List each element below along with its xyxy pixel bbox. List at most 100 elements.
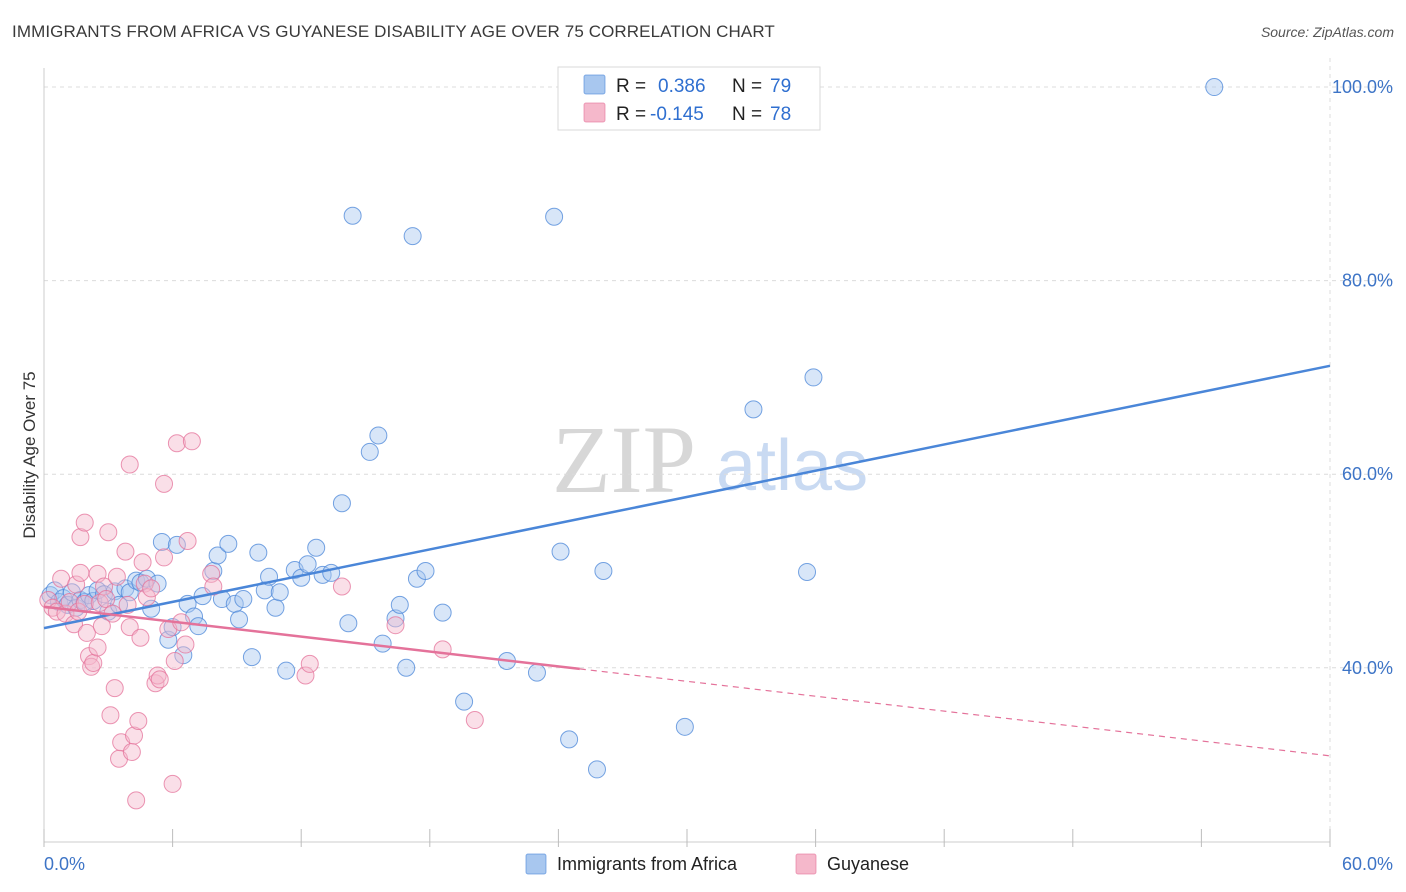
point-guyanese	[155, 548, 174, 567]
point-guyanese	[84, 653, 103, 672]
point-guyanese	[71, 563, 90, 582]
point-africa	[307, 538, 326, 557]
point-africa	[397, 658, 416, 677]
trend-line-guyanese-extension	[579, 668, 1331, 757]
point-africa	[386, 609, 405, 628]
y-axis-label: Disability Age Over 75	[20, 371, 39, 538]
watermark-atlas: atlas	[716, 426, 868, 506]
point-africa	[242, 648, 261, 667]
trend-line-guyanese	[43, 605, 580, 671]
point-guyanese	[176, 635, 195, 654]
point-africa	[360, 442, 379, 461]
point-guyanese	[101, 706, 120, 725]
data-points	[39, 78, 1224, 810]
point-guyanese	[182, 432, 201, 451]
point-africa	[95, 585, 114, 604]
y-tick-label: 60.0%	[1342, 464, 1393, 484]
y-tick-label: 100.0%	[1332, 77, 1393, 97]
x-tick-label: 0.0%	[44, 854, 85, 874]
point-africa	[560, 730, 579, 749]
point-guyanese	[133, 553, 152, 572]
point-africa	[390, 595, 409, 614]
point-africa	[332, 494, 351, 513]
point-africa	[152, 532, 171, 551]
legend-label-guyanese: Guyanese	[827, 854, 909, 874]
point-africa	[804, 368, 823, 387]
point-africa	[594, 561, 613, 580]
bottom-legend: Immigrants from Africa Guyanese	[525, 853, 909, 875]
point-guyanese	[125, 726, 144, 745]
point-africa	[587, 760, 606, 779]
y-tick-label: 80.0%	[1342, 271, 1393, 291]
x-tick-label: 60.0%	[1342, 854, 1393, 874]
point-guyanese	[332, 577, 351, 596]
point-guyanese	[99, 523, 118, 542]
chart-title: IMMIGRANTS FROM AFRICA VS GUYANESE DISAB…	[12, 22, 775, 41]
point-africa	[298, 555, 317, 574]
point-africa	[230, 610, 249, 629]
stats-legend-r-value: -0.145	[650, 104, 704, 125]
point-africa	[545, 207, 564, 226]
point-guyanese	[71, 528, 90, 547]
point-africa	[527, 663, 546, 682]
point-africa	[373, 634, 392, 653]
axes	[43, 68, 1331, 847]
point-africa	[403, 227, 422, 246]
point-guyanese	[150, 670, 169, 689]
y-tick-label: 40.0%	[1342, 658, 1393, 678]
point-guyanese	[465, 711, 484, 730]
point-guyanese	[433, 640, 452, 659]
point-guyanese	[167, 434, 186, 453]
point-africa	[433, 603, 452, 622]
legend-swatch-guyanese	[795, 853, 817, 875]
point-guyanese	[120, 618, 139, 637]
trend-line-africa	[43, 364, 1331, 630]
point-africa	[675, 717, 694, 736]
point-africa	[270, 583, 289, 602]
point-guyanese	[75, 513, 94, 532]
point-africa	[219, 534, 238, 553]
stats-legend-n-label: N =	[732, 104, 762, 125]
stats-legend: R = 0.386 N = 79 R = -0.145 N = 78	[557, 66, 821, 131]
point-guyanese	[105, 679, 124, 698]
point-guyanese	[178, 531, 197, 550]
stats-legend-r-label: R =	[616, 104, 646, 125]
point-guyanese	[122, 742, 141, 761]
watermark-zip: ZIP	[552, 406, 696, 513]
point-africa	[798, 562, 817, 581]
chart-source: Source: ZipAtlas.com	[1260, 24, 1394, 40]
point-guyanese	[127, 791, 146, 810]
point-guyanese	[52, 569, 71, 588]
point-africa	[339, 614, 358, 633]
stats-legend-swatch-guyanese	[583, 102, 606, 123]
point-guyanese	[129, 712, 148, 731]
stats-legend-swatch-africa	[583, 74, 606, 95]
point-guyanese	[88, 638, 107, 657]
stats-legend-r-label: R =	[616, 76, 646, 97]
point-africa	[249, 543, 268, 562]
point-africa	[234, 590, 253, 609]
point-guyanese	[163, 774, 182, 793]
point-guyanese	[131, 628, 150, 647]
stats-legend-n-value: 79	[770, 76, 791, 97]
point-guyanese	[142, 579, 161, 598]
point-guyanese	[116, 542, 135, 561]
point-africa	[343, 206, 362, 225]
point-africa	[551, 542, 570, 561]
point-africa	[455, 692, 474, 711]
point-africa	[277, 661, 296, 680]
point-guyanese	[204, 577, 223, 596]
tick-labels: 40.0% 60.0% 80.0% 100.0% 0.0% 60.0%	[44, 77, 1393, 874]
point-guyanese	[67, 575, 86, 594]
trend-lines	[43, 364, 1331, 757]
point-africa	[137, 569, 156, 588]
point-africa	[208, 546, 227, 565]
point-guyanese	[92, 617, 111, 636]
point-guyanese	[296, 666, 315, 685]
legend-swatch-africa	[525, 853, 547, 875]
point-guyanese	[77, 623, 96, 642]
point-guyanese	[155, 474, 174, 493]
point-africa	[266, 598, 285, 617]
legend-label-africa: Immigrants from Africa	[557, 854, 738, 874]
